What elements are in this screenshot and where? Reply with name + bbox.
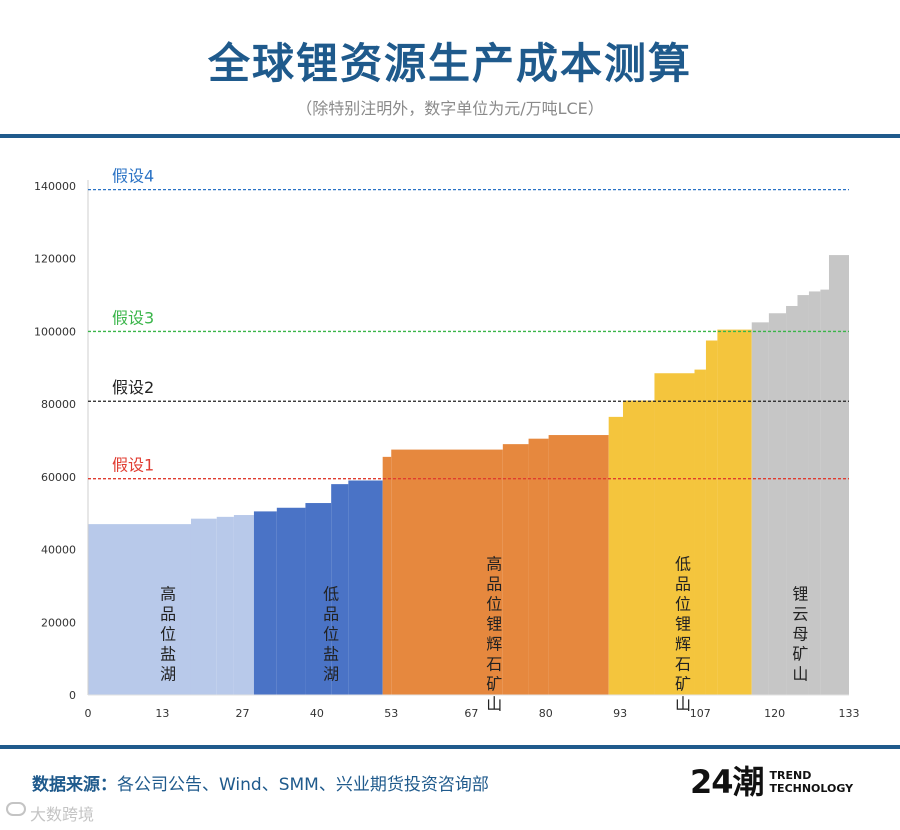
y-tick-label: 40000 <box>41 544 76 557</box>
reference-line-label: 假设1 <box>112 456 154 475</box>
bars-layer <box>88 255 849 696</box>
segment-labels-layer: 高品位盐湖 低品位盐湖 高品位锂辉石矿山 低品位锂辉石矿山 锂云母矿山 <box>160 554 808 713</box>
cost-bar-3-4 <box>528 438 549 695</box>
cost-bar-5-6 <box>820 289 829 695</box>
x-tick-label: 53 <box>384 707 398 720</box>
page-subtitle: （除特别注明外，数字单位为元/万吨LCE） <box>296 99 604 118</box>
segment-label: 高品位锂辉石矿山 <box>486 554 502 713</box>
data-source-text: 各公司公告、Wind、SMM、兴业期货投资咨询部 <box>117 775 489 795</box>
cost-bar-5-4 <box>797 295 809 695</box>
reference-line-label: 假设4 <box>112 167 154 186</box>
segment-label: 锂云母矿山 <box>792 584 808 683</box>
data-source-label: 数据来源： <box>32 775 117 795</box>
cost-bar-2-2 <box>276 507 306 695</box>
cost-bar-4-6 <box>717 329 752 695</box>
cost-bar-5-1 <box>751 322 769 695</box>
y-tick-label: 0 <box>69 689 76 702</box>
y-tick-label: 80000 <box>41 398 76 411</box>
y-tick-label: 20000 <box>41 616 76 629</box>
x-tick-label: 13 <box>155 707 169 720</box>
cost-bar-1-4 <box>233 515 254 695</box>
brand-logo: 24潮 TREND TECHNOLOGY <box>690 766 853 798</box>
y-tick-label: 140000 <box>34 180 76 193</box>
y-tick-label: 60000 <box>41 471 76 484</box>
footer-divider <box>0 745 900 749</box>
y-tick-label: 100000 <box>34 325 76 338</box>
x-tick-label: 93 <box>613 707 627 720</box>
watermark-text: 大数跨境 <box>30 805 95 824</box>
x-tick-label: 80 <box>539 707 553 720</box>
reference-line-label: 假设3 <box>112 308 154 327</box>
brand-line-1: TREND <box>769 769 812 782</box>
cost-bar-4-3 <box>654 373 695 695</box>
brand-text: TREND TECHNOLOGY <box>770 769 854 795</box>
cost-bar-5-7 <box>828 255 849 696</box>
cost-bar-3-2 <box>391 449 503 695</box>
reference-lines-layer: 假设1 假设2 假设3 假设4 <box>88 167 849 480</box>
y-tick-label: 120000 <box>34 253 76 266</box>
header-divider <box>0 134 900 138</box>
page-title: 全球锂资源生产成本测算 <box>207 39 692 88</box>
x-tick-label: 120 <box>764 707 785 720</box>
x-tick-label: 27 <box>235 707 249 720</box>
x-tick-label: 0 <box>85 707 92 720</box>
segment-label: 低品位锂辉石矿山 <box>675 554 691 713</box>
cost-bar-3-5 <box>548 435 609 695</box>
cost-bar-2-5 <box>348 480 383 695</box>
cost-bar-4-4 <box>694 369 706 695</box>
cost-bar-4-5 <box>705 340 718 695</box>
cost-curve-chart: 0 20000 40000 60000 80000 100000 120000 140000 0… <box>34 167 860 720</box>
cost-bar-5-2 <box>768 313 787 695</box>
cost-bar-2-3 <box>305 503 332 695</box>
cost-bar-4-2 <box>622 400 655 695</box>
cost-bar-1-3 <box>216 516 234 695</box>
watermark-icon <box>6 802 26 816</box>
cost-bar-4-1 <box>608 416 623 695</box>
cost-bar-5-3 <box>786 305 798 695</box>
x-tick-label: 133 <box>839 707 860 720</box>
x-tick-label: 107 <box>690 707 711 720</box>
cost-bar-1-1 <box>88 524 191 695</box>
x-tick-label: 40 <box>310 707 324 720</box>
cost-bar-2-1 <box>253 511 277 695</box>
reference-line-label: 假设2 <box>112 378 154 397</box>
x-tick-label: 67 <box>464 707 478 720</box>
cost-bar-2-4 <box>331 484 349 695</box>
cost-bar-1-2 <box>190 518 217 695</box>
segment-label: 高品位盐湖 <box>160 584 176 683</box>
data-source: 数据来源：各公司公告、Wind、SMM、兴业期货投资咨询部 <box>32 770 489 795</box>
brand-mark: 24潮 <box>690 763 765 801</box>
cost-bar-3-1 <box>382 456 392 695</box>
segment-label: 低品位盐湖 <box>323 584 339 683</box>
brand-line-2: TECHNOLOGY <box>769 782 854 795</box>
cost-bar-5-5 <box>808 291 821 695</box>
axes-layer: 0 20000 40000 60000 80000 100000 120000 140000 0… <box>34 180 860 720</box>
cost-bar-3-3 <box>502 444 529 695</box>
